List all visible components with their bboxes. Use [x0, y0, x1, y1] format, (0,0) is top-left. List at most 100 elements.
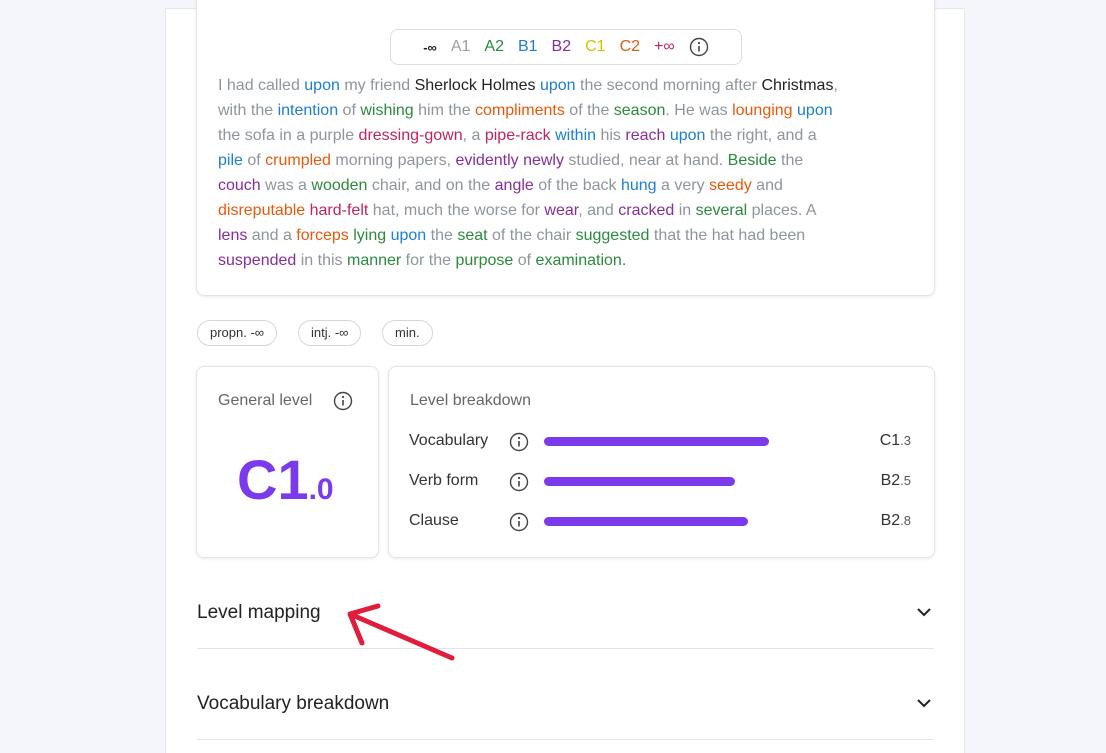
breakdown-card: Level breakdown [388, 366, 935, 558]
word: of the chair [487, 227, 576, 244]
level-main: B2 [880, 472, 901, 489]
word: the [426, 227, 458, 244]
word: upon [669, 127, 706, 144]
row-label: Vocabulary [409, 432, 489, 449]
info-icon[interactable] [689, 37, 709, 57]
word: seedy [709, 177, 752, 194]
legend-item[interactable]: B1 [517, 38, 538, 55]
word: . He was [665, 102, 733, 119]
word: cracked [618, 202, 675, 219]
word: several [695, 202, 748, 219]
legend-item[interactable]: A2 [484, 38, 504, 55]
info-icon[interactable] [509, 432, 529, 452]
word: chair, and on the [367, 177, 495, 194]
level-main: B2 [880, 512, 901, 529]
section-title[interactable]: Vocabulary breakdown [197, 693, 390, 714]
word: Beside [727, 152, 777, 169]
word: compliments [475, 102, 565, 119]
word: , a [462, 127, 485, 144]
word: hat, much the worse for [368, 202, 545, 219]
word: examination. [535, 252, 627, 269]
level-bar [544, 517, 748, 526]
word: , [833, 77, 838, 94]
word: , and [578, 202, 619, 219]
text-line: I had called upon my friend Sherlock Hol… [218, 77, 838, 95]
word: studied, near at hand. [563, 152, 728, 169]
breakdown-title: Level breakdown [410, 392, 531, 409]
info-icon[interactable] [509, 472, 529, 492]
word: hard-felt [309, 202, 369, 219]
word: hung [620, 177, 657, 194]
text-line: disreputable hard-felt hat, much the wor… [218, 202, 817, 220]
word: wooden [311, 177, 368, 194]
legend-item[interactable]: B2 [551, 38, 572, 55]
word: crumpled [265, 152, 331, 169]
word: lens [218, 227, 248, 244]
text-line: couch was a wooden chair, and on the ang… [218, 177, 783, 195]
tag[interactable]: min. [382, 320, 433, 346]
word: seat [457, 227, 488, 244]
word: his [596, 127, 626, 144]
level-decimal: .0 [308, 473, 334, 506]
word: and a [247, 227, 297, 244]
word: pipe-rack [484, 127, 551, 144]
section-title[interactable]: Level mapping [197, 602, 321, 623]
tag[interactable]: propn. -∞ [197, 320, 278, 346]
level-decimal: .5 [900, 473, 911, 488]
word: forceps [296, 227, 349, 244]
word: places. A [747, 202, 817, 219]
word: of the back [533, 177, 621, 194]
text-line: the sofa in a purple dressing-gown, a pi… [218, 127, 817, 145]
chevron[interactable] [916, 697, 932, 709]
word: within [555, 127, 597, 144]
word: upon [539, 77, 576, 94]
word: upon [797, 102, 833, 119]
legend-item[interactable]: C1 [585, 38, 606, 55]
word: intention [277, 102, 339, 119]
word: the second morning after [575, 77, 762, 94]
info-icon[interactable] [333, 391, 353, 411]
divider [197, 739, 934, 740]
word: the [776, 152, 804, 169]
word: of the [564, 102, 614, 119]
text-line: pile of crumpled morning papers, evident… [218, 152, 803, 170]
text-line: lens and a forceps lying upon the seat o… [218, 227, 805, 245]
word: in [674, 202, 696, 219]
legend-item[interactable]: C2 [619, 38, 641, 55]
word: morning papers, [330, 152, 456, 169]
word: manner [346, 252, 402, 269]
word: dressing-gown [358, 127, 463, 144]
level-decimal: .3 [900, 433, 911, 448]
word: suggested [575, 227, 650, 244]
annotation-arrow [347, 603, 455, 661]
word: suspended [218, 252, 297, 269]
chevron[interactable] [916, 606, 932, 618]
level-main: C1 [879, 432, 901, 449]
word: lounging [732, 102, 793, 119]
tag[interactable]: intj. -∞ [298, 320, 362, 346]
word: disreputable [218, 202, 306, 219]
info-icon[interactable] [509, 512, 529, 532]
general-title: General level [218, 392, 313, 409]
legend-item[interactable]: -∞ [423, 39, 437, 55]
word: of [338, 102, 361, 119]
word: my friend [339, 77, 415, 94]
general-card: General level C1.0 [196, 366, 379, 558]
word: angle [494, 177, 534, 194]
legend-item[interactable]: +∞ [654, 38, 675, 55]
word: Sherlock Holmes [414, 77, 536, 94]
legend-item[interactable]: A1 [450, 38, 471, 55]
word: that the hat had been [649, 227, 806, 244]
level-bar [544, 437, 770, 446]
word: with the [218, 102, 278, 119]
word: him the [413, 102, 476, 119]
row-level: B2.5 [881, 472, 911, 490]
text-line: suspended in this manner for the purpose… [218, 252, 626, 270]
row-level: C1.3 [880, 432, 911, 450]
word: and [751, 177, 783, 194]
word: of [242, 152, 266, 169]
word: evidently newly [455, 152, 564, 169]
word: wear [544, 202, 579, 219]
row-label: Clause [409, 512, 459, 529]
